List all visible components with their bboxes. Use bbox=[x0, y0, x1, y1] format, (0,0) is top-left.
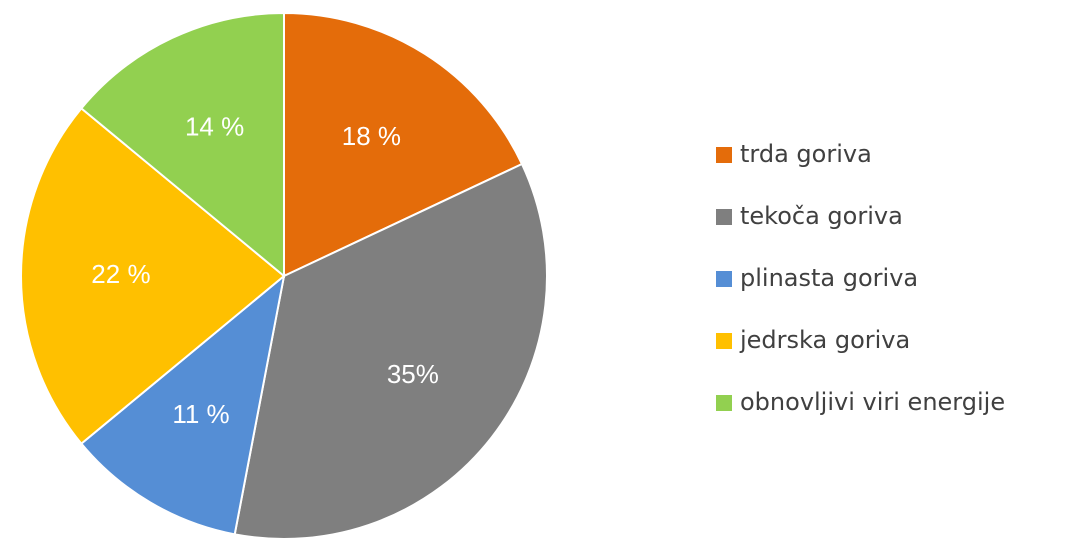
pie-slice bbox=[20, 106, 286, 446]
legend-swatch bbox=[716, 271, 732, 287]
data-label: 18 % bbox=[342, 121, 401, 151]
data-label: 35% bbox=[387, 359, 439, 389]
legend-label: obnovljivi viri energije bbox=[740, 388, 1005, 416]
data-label: 22 % bbox=[91, 259, 150, 289]
legend-label: tekoča goriva bbox=[740, 202, 903, 230]
data-label: 14 % bbox=[185, 111, 244, 141]
pie-slice bbox=[233, 162, 548, 540]
legend-swatch bbox=[716, 395, 732, 411]
legend-swatch bbox=[716, 333, 732, 349]
legend-label: plinasta goriva bbox=[740, 264, 918, 292]
pie-slice bbox=[283, 11, 524, 278]
pie-slice bbox=[79, 273, 286, 536]
pie-slice bbox=[79, 11, 285, 279]
legend-swatch bbox=[716, 209, 732, 225]
legend-label: trda goriva bbox=[740, 140, 872, 168]
data-label: 11 % bbox=[172, 399, 229, 429]
legend-label: jedrska goriva bbox=[739, 326, 910, 354]
legend-swatch bbox=[716, 147, 732, 163]
